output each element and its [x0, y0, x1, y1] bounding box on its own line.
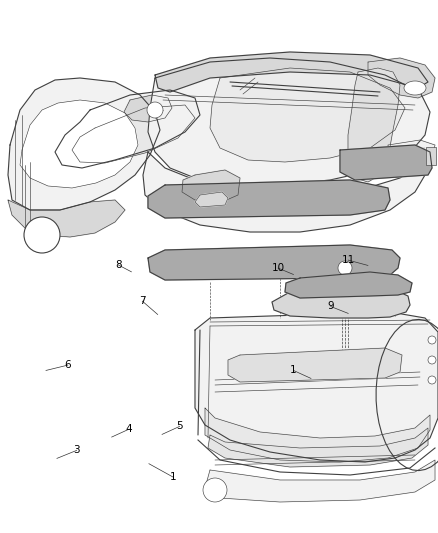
- Polygon shape: [182, 170, 240, 202]
- Polygon shape: [8, 78, 160, 210]
- Text: 1: 1: [290, 366, 297, 375]
- Polygon shape: [285, 272, 412, 298]
- Polygon shape: [55, 90, 200, 168]
- Polygon shape: [20, 100, 138, 188]
- Text: 3: 3: [73, 446, 80, 455]
- Polygon shape: [208, 428, 428, 467]
- Text: 1: 1: [170, 472, 177, 482]
- Polygon shape: [72, 105, 195, 163]
- Polygon shape: [195, 192, 228, 207]
- Polygon shape: [155, 52, 428, 92]
- Polygon shape: [272, 285, 410, 318]
- Text: 8: 8: [115, 260, 122, 270]
- Polygon shape: [148, 245, 400, 280]
- Polygon shape: [388, 140, 435, 168]
- Polygon shape: [228, 348, 402, 382]
- Text: 10: 10: [272, 263, 285, 273]
- Polygon shape: [124, 95, 172, 122]
- Polygon shape: [210, 68, 405, 162]
- Text: 6: 6: [64, 360, 71, 370]
- Circle shape: [24, 217, 60, 253]
- Circle shape: [147, 102, 163, 118]
- Text: 4: 4: [126, 424, 133, 434]
- Ellipse shape: [404, 81, 426, 95]
- Polygon shape: [348, 68, 400, 182]
- Polygon shape: [8, 200, 125, 237]
- Circle shape: [428, 336, 436, 344]
- Circle shape: [338, 261, 352, 275]
- Polygon shape: [143, 152, 425, 232]
- Polygon shape: [340, 145, 432, 180]
- Polygon shape: [195, 312, 438, 462]
- FancyBboxPatch shape: [426, 147, 436, 165]
- Polygon shape: [148, 180, 390, 218]
- Polygon shape: [148, 58, 430, 185]
- Circle shape: [203, 478, 227, 502]
- Polygon shape: [368, 58, 435, 98]
- Polygon shape: [205, 408, 430, 462]
- Text: 11: 11: [342, 255, 355, 265]
- Circle shape: [428, 376, 436, 384]
- Text: 9: 9: [327, 302, 334, 311]
- Text: 7: 7: [139, 296, 146, 306]
- Circle shape: [428, 356, 436, 364]
- Text: 5: 5: [176, 422, 183, 431]
- Polygon shape: [205, 460, 435, 502]
